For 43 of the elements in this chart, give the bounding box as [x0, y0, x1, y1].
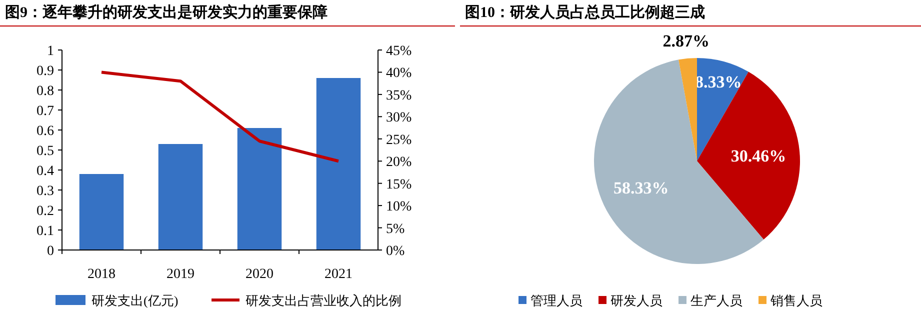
x-tick-label: 2021 — [324, 267, 352, 282]
data-label: 58.33% — [614, 178, 669, 198]
y-tick-label: 0.9 — [36, 64, 54, 79]
legend-label: 研发支出占营业收入的比例 — [246, 293, 402, 308]
chart-title: 图10：研发人员占总员工比例超三成 — [465, 4, 705, 21]
chart-title: 图9：逐年攀升的研发支出是研发实力的重要保障 — [5, 3, 328, 21]
legend-label: 研发支出(亿元) — [92, 293, 178, 308]
y2-tick-label: 40% — [386, 66, 412, 82]
y-tick-label: 0.2 — [36, 204, 54, 219]
x-tick-label: 2018 — [88, 267, 116, 282]
bar — [158, 144, 203, 250]
bar — [79, 174, 124, 250]
y-tick-label: 0.5 — [36, 144, 54, 159]
y-tick-label: 0.1 — [36, 224, 54, 239]
y2-tick-label: 15% — [386, 177, 412, 192]
x-tick-label: 2019 — [166, 267, 194, 282]
data-label: 30.46% — [730, 146, 786, 166]
line-series — [100, 70, 340, 163]
legend-label: 生产人员 — [690, 293, 742, 308]
y-tick-label: 0.8 — [36, 84, 54, 99]
y2-tick-label: 5% — [386, 222, 405, 237]
y2-tick-label: 45% — [386, 44, 412, 59]
legend-label: 管理人员 — [530, 293, 582, 308]
y2-tick-label: 0% — [386, 244, 405, 259]
pie-slice — [697, 72, 800, 240]
legend-label: 销售人员 — [770, 293, 822, 308]
bar — [316, 78, 361, 250]
bar — [237, 128, 282, 250]
pie-slice — [678, 58, 697, 161]
y-tick-label: 0.3 — [36, 184, 54, 199]
y-tick-label: 0.4 — [36, 164, 54, 179]
legend-label: 研发人员 — [610, 293, 662, 308]
y-tick-label: 0.6 — [36, 124, 54, 139]
y-tick-label: 1 — [47, 44, 54, 59]
y2-tick-label: 10% — [386, 200, 412, 215]
data-label: 2.87% — [662, 31, 710, 50]
y-tick-label: 0.7 — [36, 104, 54, 119]
x-tick-label: 2020 — [246, 267, 274, 282]
y2-tick-label: 20% — [386, 155, 412, 170]
y-tick-label: 0 — [47, 244, 54, 259]
y2-tick-label: 25% — [386, 132, 412, 148]
y2-tick-label: 30% — [386, 110, 412, 126]
y2-tick-label: 35% — [386, 88, 412, 104]
